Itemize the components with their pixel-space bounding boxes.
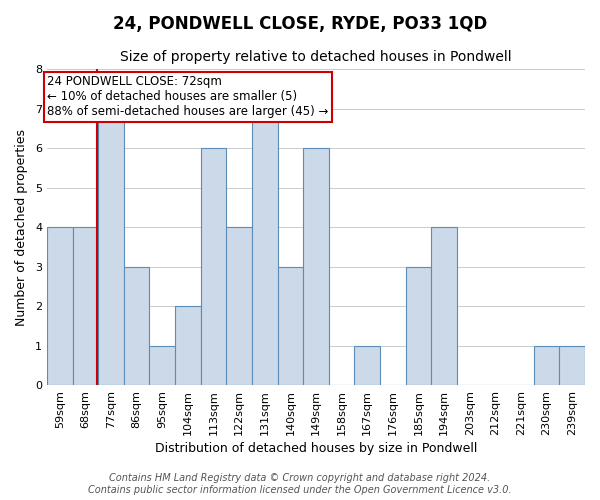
Bar	[252, 109, 278, 385]
Bar	[124, 266, 149, 385]
Bar	[534, 346, 559, 385]
Bar	[406, 266, 431, 385]
Bar	[226, 228, 252, 385]
Bar	[431, 228, 457, 385]
Bar	[98, 109, 124, 385]
Bar	[175, 306, 200, 385]
Text: 24 PONDWELL CLOSE: 72sqm
← 10% of detached houses are smaller (5)
88% of semi-de: 24 PONDWELL CLOSE: 72sqm ← 10% of detach…	[47, 76, 329, 118]
Bar	[47, 228, 73, 385]
Y-axis label: Number of detached properties: Number of detached properties	[15, 129, 28, 326]
Bar	[149, 346, 175, 385]
Bar	[278, 266, 303, 385]
Title: Size of property relative to detached houses in Pondwell: Size of property relative to detached ho…	[120, 50, 512, 64]
Bar	[559, 346, 585, 385]
Text: 24, PONDWELL CLOSE, RYDE, PO33 1QD: 24, PONDWELL CLOSE, RYDE, PO33 1QD	[113, 15, 487, 33]
Bar	[303, 148, 329, 385]
Bar	[355, 346, 380, 385]
Text: Contains HM Land Registry data © Crown copyright and database right 2024.
Contai: Contains HM Land Registry data © Crown c…	[88, 474, 512, 495]
X-axis label: Distribution of detached houses by size in Pondwell: Distribution of detached houses by size …	[155, 442, 477, 455]
Bar	[200, 148, 226, 385]
Bar	[73, 228, 98, 385]
